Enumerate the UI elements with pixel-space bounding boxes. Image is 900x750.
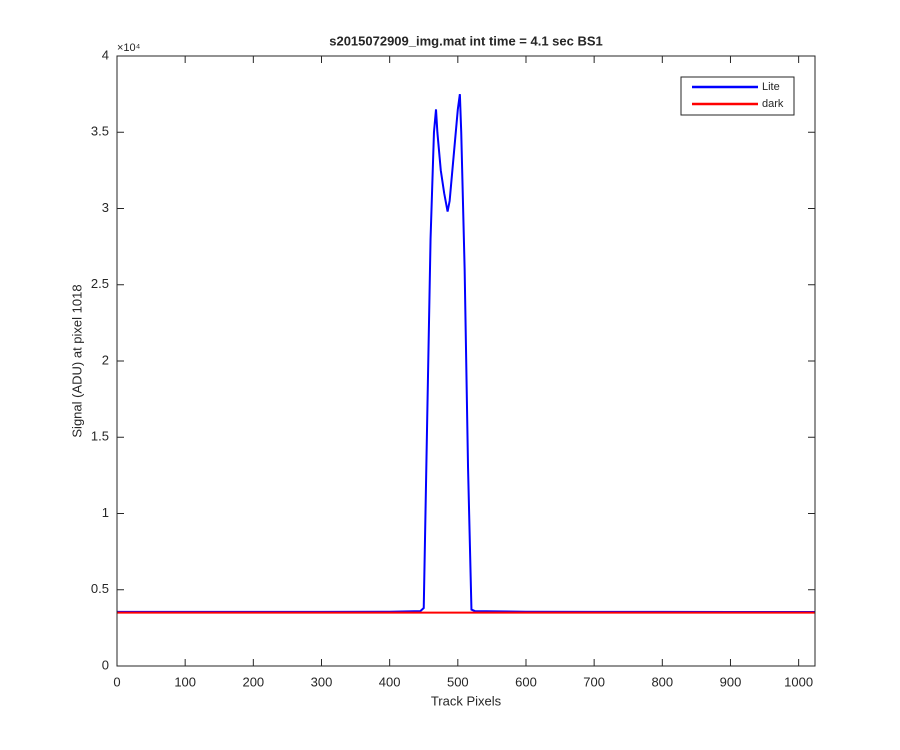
y-tick-label: 3.5 [91,124,109,139]
y-tick-label: 0.5 [91,581,109,596]
legend-box [680,76,795,116]
y-tick-label: 1 [102,505,109,520]
x-tick-label: 400 [379,674,401,689]
x-tick-label: 100 [174,674,196,689]
x-tick-label: 500 [447,674,469,689]
y-exponent-label: ×10⁴ [117,42,141,54]
y-tick-label: 2 [102,352,109,367]
legend-label: dark [762,98,784,110]
x-axis-label: Track Pixels [431,693,502,708]
y-tick-label: 4 [102,47,109,62]
x-tick-label: 600 [515,674,537,689]
chart-title: s2015072909_img.mat int time = 4.1 sec B… [329,33,603,48]
axes-box [116,55,816,667]
y-tick-label: 1.5 [91,429,109,444]
x-tick-label: 700 [583,674,605,689]
x-tick-label: 900 [720,674,742,689]
x-tick-label: 300 [311,674,333,689]
x-tick-label: 800 [651,674,673,689]
y-tick-label: 3 [102,200,109,215]
x-tick-label: 0 [113,674,120,689]
x-tick-label: 200 [242,674,264,689]
y-axis-label: Signal (ADU) at pixel 1018 [69,284,84,437]
y-tick-label: 2.5 [91,276,109,291]
x-tick-label: 1000 [784,674,813,689]
y-tick-label: 0 [102,657,109,672]
legend-label: Lite [762,81,780,93]
